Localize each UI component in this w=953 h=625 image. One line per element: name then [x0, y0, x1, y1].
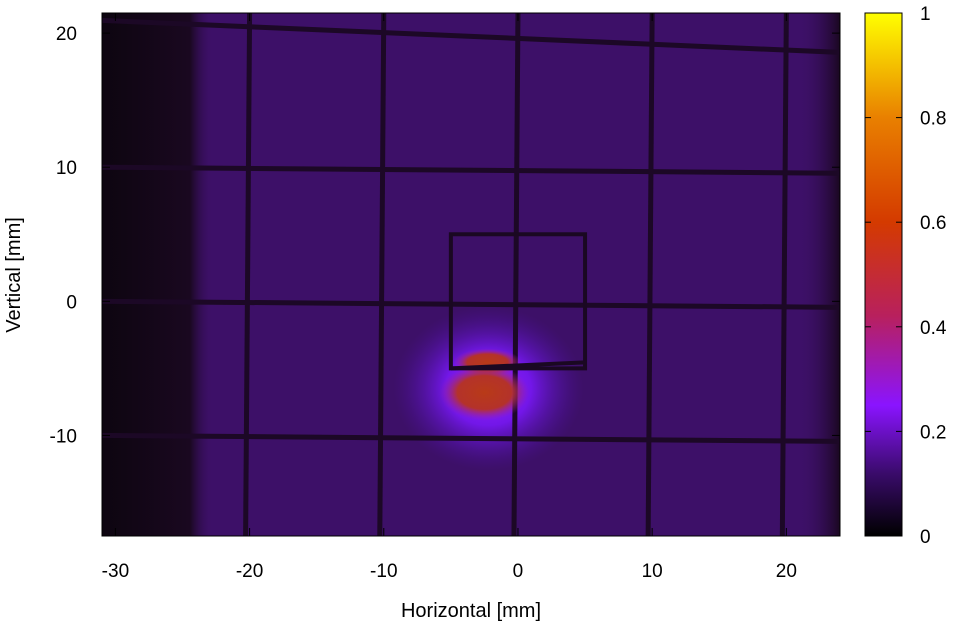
hotspot-shadow-line — [450, 360, 586, 371]
grid-wire-horizontal — [102, 298, 840, 310]
y-tick-label: 20 — [56, 24, 77, 45]
heatmap-area — [102, 13, 840, 536]
plot-frame — [101, 12, 841, 537]
grid-wire-vertical — [645, 13, 655, 536]
colorbar-ticks: 0 0.2 0.4 0.6 0.8 1 — [865, 4, 947, 548]
grid-wire-vertical — [779, 13, 789, 536]
grid-wire-horizontal — [102, 17, 840, 55]
y-tick-label: 10 — [56, 158, 77, 179]
colorbar-tick-label: 0.2 — [920, 422, 946, 443]
colorbar-tick-label: 0 — [920, 527, 931, 548]
x-axis-title: Horizontal [mm] — [401, 600, 541, 622]
inner-box-frame — [448, 232, 588, 371]
dark-left-region — [102, 13, 212, 536]
y-axis: -10 0 10 20 — [50, 24, 840, 447]
grid-wire-horizontal — [102, 432, 840, 444]
x-tick-label: 0 — [513, 561, 524, 582]
x-tick-label: 20 — [776, 561, 797, 582]
colorbar-tick-label: 0.4 — [920, 318, 947, 339]
y-tick-label: -10 — [50, 426, 77, 447]
grid-wire-vertical — [511, 13, 521, 536]
colorbar-tick-label: 0.6 — [920, 213, 946, 234]
y-tick-label: 0 — [66, 292, 77, 313]
hotspot-lower — [439, 364, 530, 421]
grid-wires — [102, 13, 840, 536]
grid-wire-horizontal — [102, 164, 840, 176]
dark-right-edge — [800, 13, 840, 536]
colorbar-tick-label: 1 — [920, 4, 931, 25]
x-tick-label: -30 — [102, 561, 129, 582]
colorbar — [864, 12, 903, 537]
grid-wire-vertical — [243, 13, 253, 536]
y-axis-title: Vertical [mm] — [3, 217, 25, 333]
colorbar-tick-label: 0.8 — [920, 109, 946, 130]
grid-wire-vertical — [377, 13, 387, 536]
x-axis: -30 -20 -10 0 10 20 — [102, 13, 797, 582]
x-tick-label: -10 — [370, 561, 397, 582]
x-tick-label: -20 — [236, 561, 263, 582]
x-tick-label: 10 — [642, 561, 663, 582]
